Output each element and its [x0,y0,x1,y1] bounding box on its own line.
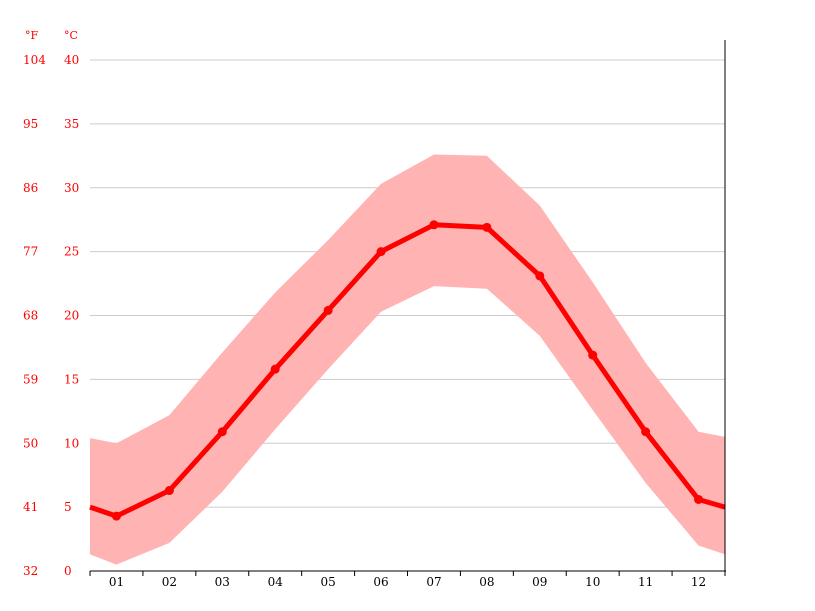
y-tick-label-fahrenheit: 77 [23,245,38,259]
mean-point [482,222,492,232]
celsius-unit-label: °C [64,29,78,42]
y-tick-label-celsius: 40 [64,53,79,67]
mean-line-layer [89,222,726,519]
mean-point [111,511,121,521]
x-tick-label: 05 [320,575,335,589]
mean-point [376,247,386,257]
x-tick-label: 12 [691,575,706,589]
min-max-band-layer [90,154,725,565]
x-tick-label: 07 [426,575,441,589]
y-tick-label-fahrenheit: 68 [23,309,38,323]
y-axis-ticks: 0 32 5 41 10 50 15 59 20 68 25 77 30 86 35 95 40 104 [23,53,79,578]
y-tick-label-fahrenheit: 59 [23,372,38,386]
y-tick-label-fahrenheit: 32 [23,564,38,578]
x-tick-label: 10 [585,575,600,589]
x-tick-label: 08 [479,575,494,589]
mean-point [694,494,704,504]
x-tick-label: 06 [373,575,388,589]
y-tick-label-celsius: 30 [64,181,79,195]
x-tick-label: 11 [638,575,653,589]
y-tick-label-fahrenheit: 86 [23,181,38,195]
y-tick-label-celsius: 25 [64,245,79,259]
mean-point [535,271,545,281]
y-tick-label-fahrenheit: 41 [23,500,38,514]
y-tick-label-celsius: 10 [64,436,79,450]
min-max-band [90,154,725,565]
y-tick-label-celsius: 0 [64,564,72,578]
mean-point [164,486,174,496]
mean-point [217,427,227,437]
x-tick-label: 01 [109,575,124,589]
y-tick-label-celsius: 35 [64,117,79,131]
mean-point [429,220,439,230]
mean-point [270,364,280,374]
mean-point [588,350,598,360]
y-tick-label-celsius: 20 [64,309,79,323]
y-tick-label-celsius: 15 [64,372,79,386]
y-tick-label-fahrenheit: 50 [23,436,38,450]
x-tick-label: 03 [215,575,230,589]
x-tick-label: 02 [162,575,177,589]
mean-point [323,305,333,315]
y-tick-label-fahrenheit: 104 [23,53,46,67]
x-tick-label: 04 [268,575,284,589]
y-tick-label-celsius: 5 [64,500,72,514]
mean-point [641,427,651,437]
fahrenheit-unit-label: °F [25,29,39,42]
x-axis-ticks: 01 02 03 04 05 06 07 08 09 10 11 12 [89,571,726,589]
mean-temperature-line [89,222,726,519]
mean-points [111,220,704,521]
y-tick-label-fahrenheit: 95 [23,117,38,131]
x-tick-label: 09 [532,575,547,589]
